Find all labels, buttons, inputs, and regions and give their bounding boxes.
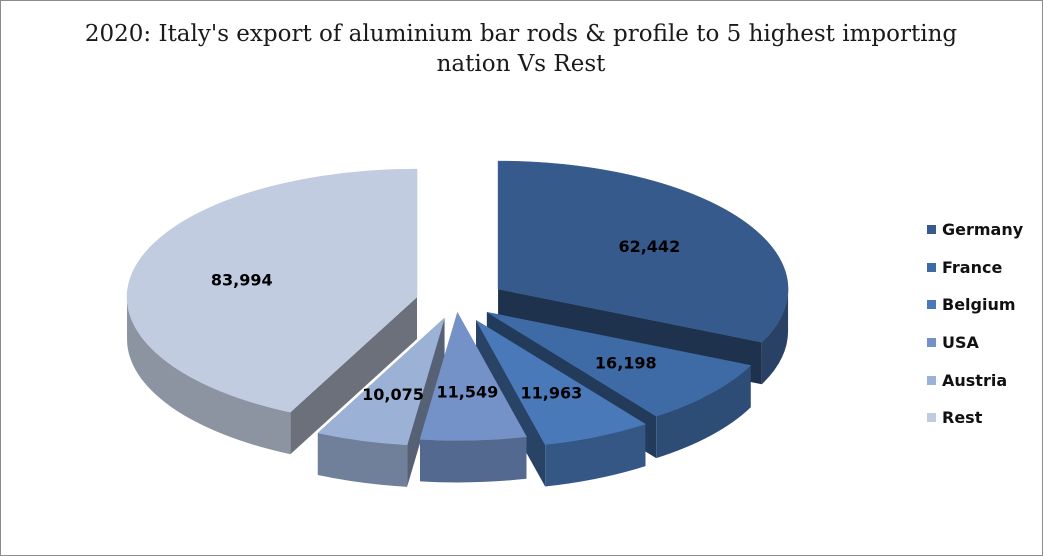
slice-top	[419, 311, 527, 441]
slice-top	[486, 311, 752, 417]
slice-rim	[656, 365, 751, 459]
data-label-usa: 11,549	[437, 383, 499, 402]
data-label-germany: 62,442	[618, 237, 680, 256]
slice-rim	[545, 424, 646, 487]
legend-label: Germany	[942, 220, 1024, 240]
legend-item-rest: Rest	[927, 399, 1023, 437]
pie-slice-belgium: 11,963	[475, 319, 647, 487]
data-label-austria: 10,075	[362, 385, 424, 404]
legend-item-france: France	[927, 249, 1023, 287]
slice-rim	[420, 436, 527, 483]
slice-top	[475, 319, 647, 445]
legend-swatch	[927, 225, 936, 235]
data-label-rest: 83,994	[211, 270, 273, 289]
legend-item-germany: Germany	[927, 211, 1023, 249]
pie-slice-austria: 10,075	[317, 317, 446, 487]
pie-slice-usa: 11,549	[419, 311, 527, 483]
legend-item-belgium: Belgium	[927, 286, 1023, 324]
legend-label: Austria	[942, 370, 1008, 390]
chart-title: 2020: Italy's export of aluminium bar ro…	[84, 21, 958, 77]
legend-swatch	[927, 375, 936, 385]
data-label-belgium: 11,963	[520, 383, 582, 402]
legend-item-usa: USA	[927, 324, 1023, 362]
slice-rim	[761, 289, 789, 385]
slice-top	[497, 160, 789, 343]
legend-swatch	[927, 300, 936, 310]
data-label-france: 16,198	[595, 354, 657, 373]
legend-swatch	[927, 413, 936, 423]
legend-item-austria: Austria	[927, 361, 1023, 399]
slice-top	[126, 168, 418, 413]
legend-swatch	[927, 262, 936, 272]
legend: Germany France Belgium USA Austria Rest	[927, 211, 1023, 437]
slice-side-face	[290, 297, 418, 455]
legend-label: France	[942, 257, 1003, 277]
slice-rim	[127, 297, 291, 455]
slice-rim	[317, 433, 408, 487]
slice-side-face	[476, 320, 546, 487]
slice-top	[317, 317, 446, 446]
pie-slice-rest: 83,994	[126, 168, 418, 455]
legend-label: Rest	[942, 408, 983, 428]
legend-swatch	[927, 338, 936, 348]
legend-label: Belgium	[942, 295, 1016, 315]
legend-label: USA	[942, 333, 979, 353]
